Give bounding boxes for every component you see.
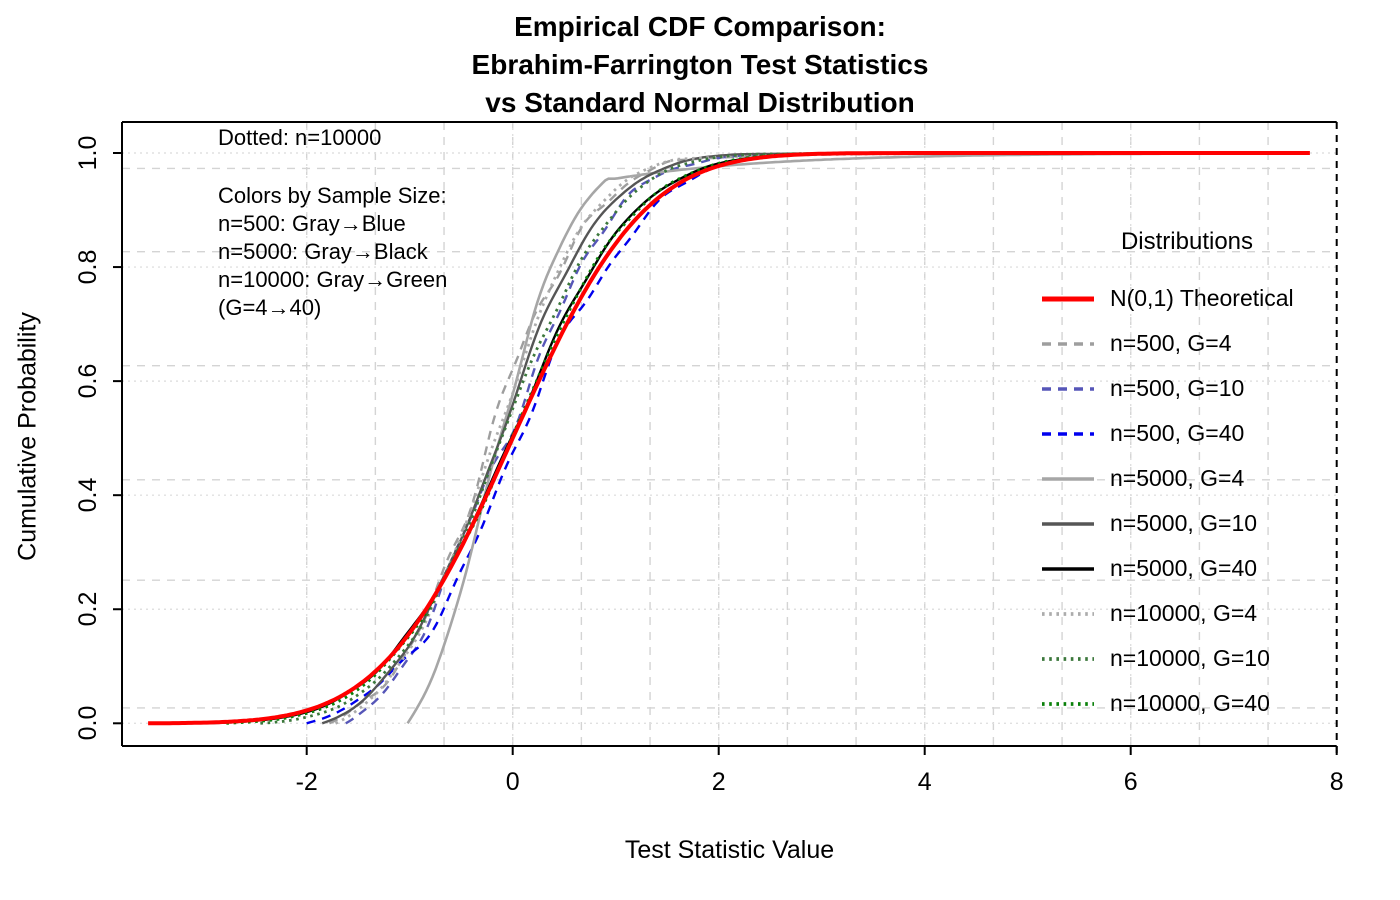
legend-item-label: n=5000, G=10 xyxy=(1110,510,1258,536)
y-tick-label-0.2: 0.2 xyxy=(74,591,102,627)
legend-item-label: n=500, G=40 xyxy=(1110,420,1245,446)
y-tick-label-0.8: 0.8 xyxy=(74,249,102,285)
cdf-curve-n-0-1-theoretical xyxy=(148,151,1310,726)
legend-item: n=5000, G=40 xyxy=(1042,546,1372,591)
legend-item-label: n=10000, G=10 xyxy=(1110,645,1270,671)
legend-swatch-solid xyxy=(1042,566,1094,571)
annotation-color-key-line: n=10000: Gray→Green xyxy=(218,267,448,292)
legend-swatch-dotted xyxy=(1042,656,1094,661)
legend-swatch-solid xyxy=(1042,521,1094,526)
legend-item: n=500, G=40 xyxy=(1042,411,1372,456)
y-tick-label-0.6: 0.6 xyxy=(74,363,102,399)
legend-item: N(0,1) Theoretical xyxy=(1042,276,1372,321)
legend-swatch-dashed xyxy=(1042,431,1094,436)
legend: Distributions N(0,1) Theoretical n=500, G… xyxy=(1042,228,1372,726)
legend-item-label: n=5000, G=4 xyxy=(1110,465,1245,491)
legend-title: Distributions xyxy=(1120,228,1254,255)
chart-title-line-3: vs Standard Normal Distribution xyxy=(485,87,915,118)
legend-item: n=500, G=4 xyxy=(1042,321,1372,366)
y-tick-label-0.4: 0.4 xyxy=(74,477,102,513)
legend-swatch-dashed xyxy=(1042,341,1094,346)
legend-rows: N(0,1) Theoretical n=500, G=4 n=500, G=10 n… xyxy=(1042,276,1372,726)
legend-item-label: n=500, G=10 xyxy=(1110,375,1245,401)
legend-item: n=500, G=10 xyxy=(1042,366,1372,411)
legend-swatch-dashed xyxy=(1042,386,1094,391)
x-tick-label-2: 2 xyxy=(711,768,726,796)
legend-item: n=10000, G=10 xyxy=(1042,636,1372,681)
legend-item-label: n=10000, G=40 xyxy=(1110,690,1270,716)
x-tick-label-8: 8 xyxy=(1329,768,1344,796)
x-tick-label-0: 0 xyxy=(505,768,520,796)
legend-item-label: n=5000, G=40 xyxy=(1110,555,1258,581)
legend-item: n=10000, G=40 xyxy=(1042,681,1372,726)
annotation-color-key-line: Colors by Sample Size: xyxy=(218,183,447,208)
x-tick-label--2: -2 xyxy=(295,768,318,796)
legend-item-label: n=10000, G=4 xyxy=(1110,600,1258,626)
legend-swatch-dotted xyxy=(1042,701,1094,706)
y-axis-label: Cumulative Probability xyxy=(13,312,42,561)
y-tick-label-0.0: 0.0 xyxy=(74,705,102,741)
legend-item-label: N(0,1) Theoretical xyxy=(1110,285,1294,311)
annotation-color-key-line: (G=4→40) xyxy=(218,295,322,320)
x-axis-label: Test Statistic Value xyxy=(624,836,835,864)
annotation-color-key: Colors by Sample Size: n=500: Gray→Blue n=… xyxy=(218,182,447,322)
legend-item: n=5000, G=10 xyxy=(1042,501,1372,546)
annotation-color-key-line: n=500: Gray→Blue xyxy=(218,211,406,236)
y-tick-label-1.0: 1.0 xyxy=(74,135,102,171)
x-tick-label-6: 6 xyxy=(1123,768,1138,796)
x-tick-label-4: 4 xyxy=(917,768,932,796)
legend-swatch-solid xyxy=(1042,296,1094,301)
legend-swatch-solid xyxy=(1042,476,1094,481)
annotation-color-key-line: n=5000: Gray→Black xyxy=(218,239,428,264)
legend-item-label: n=500, G=4 xyxy=(1110,330,1232,356)
legend-item: n=5000, G=4 xyxy=(1042,456,1372,501)
legend-item: n=10000, G=4 xyxy=(1042,591,1372,636)
annotation-dotted-note: Dotted: n=10000 xyxy=(218,125,382,150)
chart-title-line-1: Empirical CDF Comparison: xyxy=(514,11,886,42)
chart-title-line-2: Ebrahim-Farrington Test Statistics xyxy=(471,49,929,80)
legend-swatch-dotted xyxy=(1042,611,1094,616)
